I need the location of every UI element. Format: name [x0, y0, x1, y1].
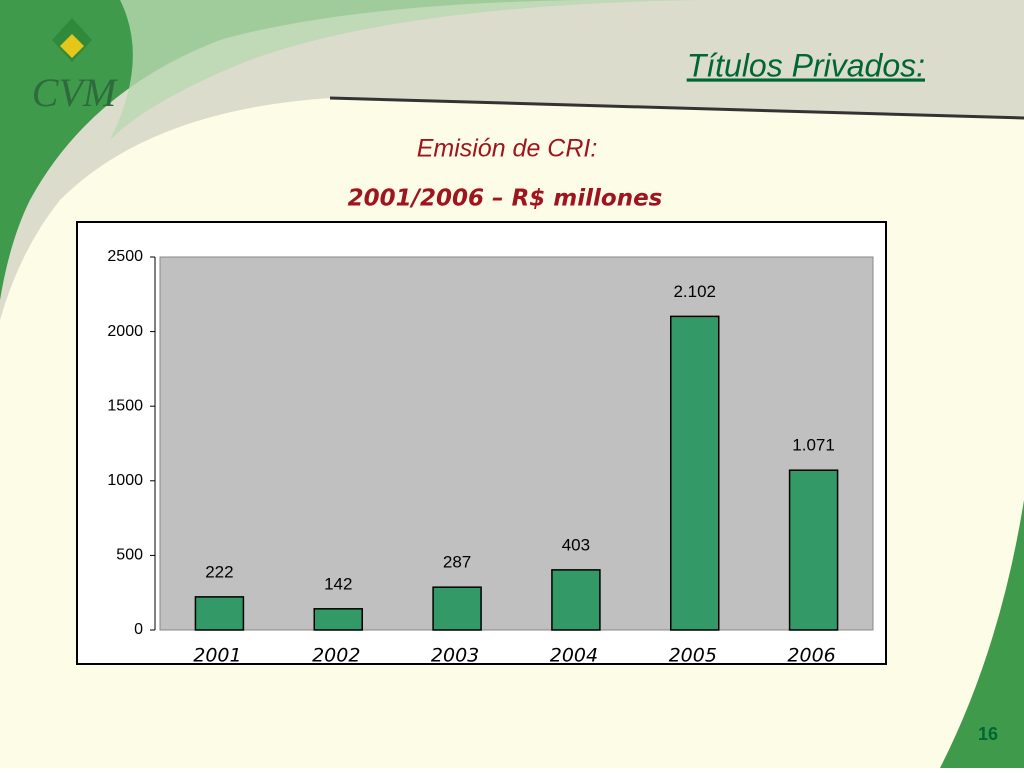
- value-label: 2.102: [673, 282, 716, 301]
- y-tick-label: 0: [134, 621, 143, 638]
- chart-title: Emisión de CRI:: [417, 135, 598, 163]
- logo-text: CVM: [32, 70, 119, 115]
- chart-subtitle: 2001/2006 – R$ millones: [348, 186, 663, 212]
- bar: [313, 608, 363, 631]
- logo: CVM: [32, 18, 119, 115]
- divider: [329, 96, 1024, 120]
- light-swoosh: [110, 0, 700, 140]
- x-tick-label: 2004: [550, 645, 598, 667]
- value-label: 403: [562, 535, 590, 554]
- y-tick-label: 2500: [107, 248, 143, 265]
- y-tick-label: 1500: [107, 397, 143, 414]
- y-tick-label: 1000: [107, 472, 143, 489]
- value-label: 1.071: [792, 436, 835, 455]
- y-tick-label: 2000: [107, 323, 143, 340]
- x-tick-label: 2006: [787, 645, 835, 667]
- bar: [670, 315, 720, 631]
- top-band: [0, 0, 1024, 320]
- plot-area: [159, 256, 874, 631]
- bar: [788, 469, 839, 631]
- bar: [551, 569, 601, 631]
- x-tick-label: 2002: [312, 645, 360, 667]
- value-label: 142: [324, 574, 352, 593]
- value-label: 222: [205, 562, 233, 581]
- value-label: 287: [443, 553, 471, 572]
- slide-title: Títulos Privados:: [687, 47, 925, 83]
- page-number: 16: [978, 724, 998, 744]
- bar: [432, 586, 482, 631]
- x-tick-label: 2003: [431, 645, 479, 667]
- x-tick-label: 2001: [193, 645, 241, 667]
- bar: [194, 596, 245, 631]
- x-tick-label: 2005: [669, 645, 717, 667]
- y-tick-label: 500: [116, 547, 143, 564]
- corner-swoosh: [940, 500, 1024, 768]
